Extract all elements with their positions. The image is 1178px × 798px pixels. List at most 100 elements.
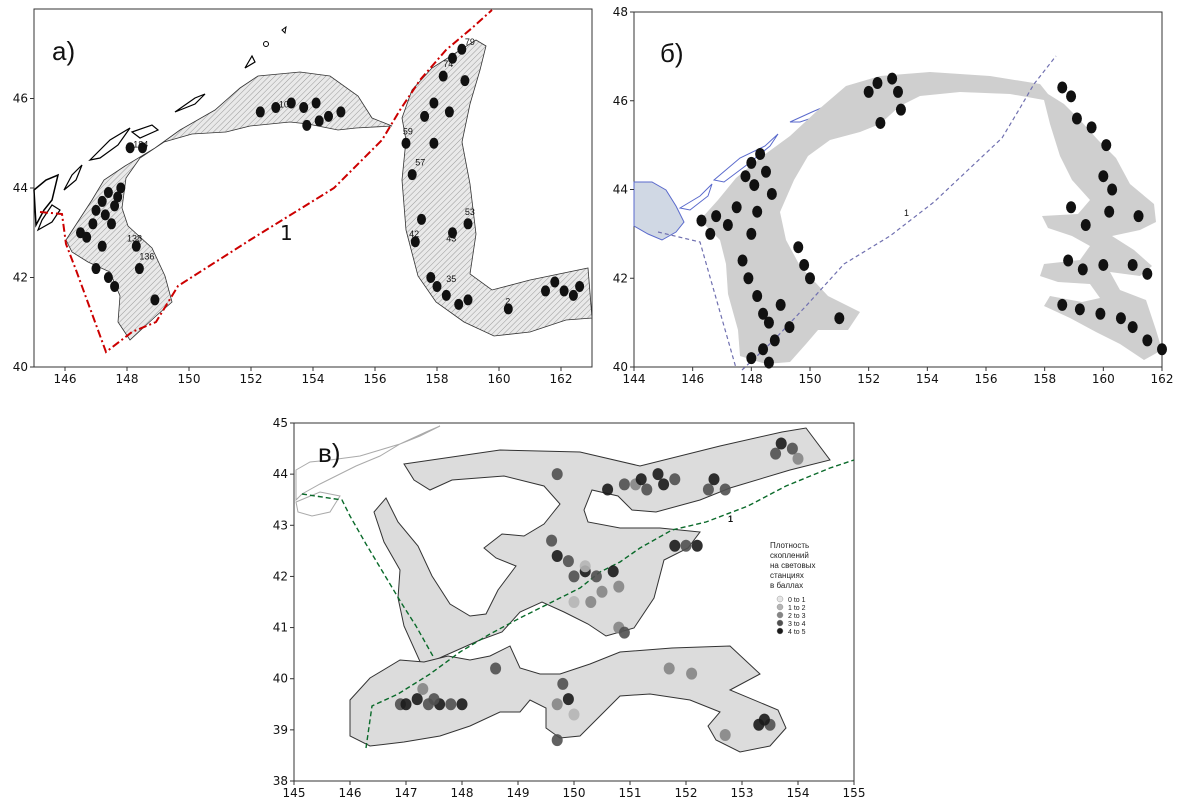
station-point [1077,263,1088,276]
station-point [1063,254,1074,267]
station-point [82,231,92,243]
station-point [1157,343,1167,356]
station-point [758,307,769,320]
station-label: 2 [505,296,510,306]
y-ticks-a: 40 42 44 46 [13,92,34,374]
x-tick-label: 147 [395,786,418,798]
station-point [426,272,436,283]
coastline-island [36,204,61,232]
station-point [420,110,430,122]
station-point [696,214,707,227]
station-point [746,352,757,365]
station-label: 59 [403,126,413,136]
station-point [618,626,630,639]
x-tick-label: 153 [731,786,754,798]
points-a [76,43,585,315]
station-point [1074,303,1085,316]
coastline-island [130,124,160,139]
station-point [113,191,123,203]
station-point [763,356,774,369]
station-point [722,219,733,231]
station-point [758,343,769,356]
station-point [613,580,625,593]
station-point [417,213,426,225]
station-point [834,312,845,325]
station-point [150,294,160,306]
y-tick-label: 41 [273,621,288,635]
station-point [743,272,754,285]
station-point [428,693,440,706]
station-point [731,201,742,214]
station-point [1071,112,1082,125]
station-point [551,549,563,562]
station-point [116,182,126,194]
station-point [557,677,569,690]
y-tick-label: 42 [613,271,628,285]
station-point [541,285,550,297]
station-point [91,263,101,275]
station-point [503,303,513,315]
station-point [596,585,608,598]
x-tick-label: 149 [507,786,530,798]
survey-area-west [65,71,393,341]
station-point [448,227,457,239]
coastline-island [88,127,131,161]
station-point [1066,201,1077,214]
x-tick-label: 154 [916,372,939,386]
station-point [1095,307,1106,320]
station-point [658,478,670,491]
station-point [708,473,720,486]
station-point [602,483,614,496]
station-point [97,195,107,207]
station-point [590,570,602,583]
station-point [100,209,110,221]
station-point [311,97,321,109]
y-tick-label: 44 [13,181,28,195]
station-point [784,321,795,334]
y-tick-label: 43 [273,518,288,532]
legend-swatch [776,595,784,603]
station-point [793,241,804,254]
x-tick-label: 148 [116,372,139,386]
y-tick-label: 48 [613,5,628,19]
y-tick-label: 42 [273,569,288,583]
legend-swatch [776,627,784,635]
station-point [775,298,786,311]
station-point [755,148,766,160]
legend-item-label: 1 to 2 [788,605,806,612]
station-label: 138 [127,234,142,244]
station-point [719,728,731,741]
station-point [91,204,101,216]
station-point [271,101,281,113]
station-point [125,142,135,154]
station-point [669,473,681,486]
station-point [463,218,473,230]
station-point [551,734,563,747]
line-label: 1 [280,221,293,245]
station-point [568,570,580,583]
y-tick-label: 46 [13,92,28,106]
station-point [740,170,751,183]
x-tick-label: 156 [975,372,998,386]
station-point [893,85,903,98]
coastline-island [263,41,269,47]
station-point [1133,210,1144,223]
station-point [324,110,333,122]
y-tick-label: 39 [273,723,288,737]
y-tick-label: 40 [613,360,628,374]
station-point [749,179,760,192]
station-point [134,263,144,275]
legend-title-line-2: скоплений [770,551,809,560]
coastline-island [63,164,83,191]
station-point [737,254,748,267]
station-point [691,539,703,552]
x-tick-label: 150 [799,372,822,386]
station-point [1115,312,1126,325]
station-point [417,682,429,695]
station-point [131,240,141,252]
station-point [463,294,473,306]
station-label: 42 [409,229,419,239]
legend-item-label: 3 to 4 [788,621,806,628]
y-ticks-c: 38 39 40 41 42 43 44 45 [273,416,294,788]
